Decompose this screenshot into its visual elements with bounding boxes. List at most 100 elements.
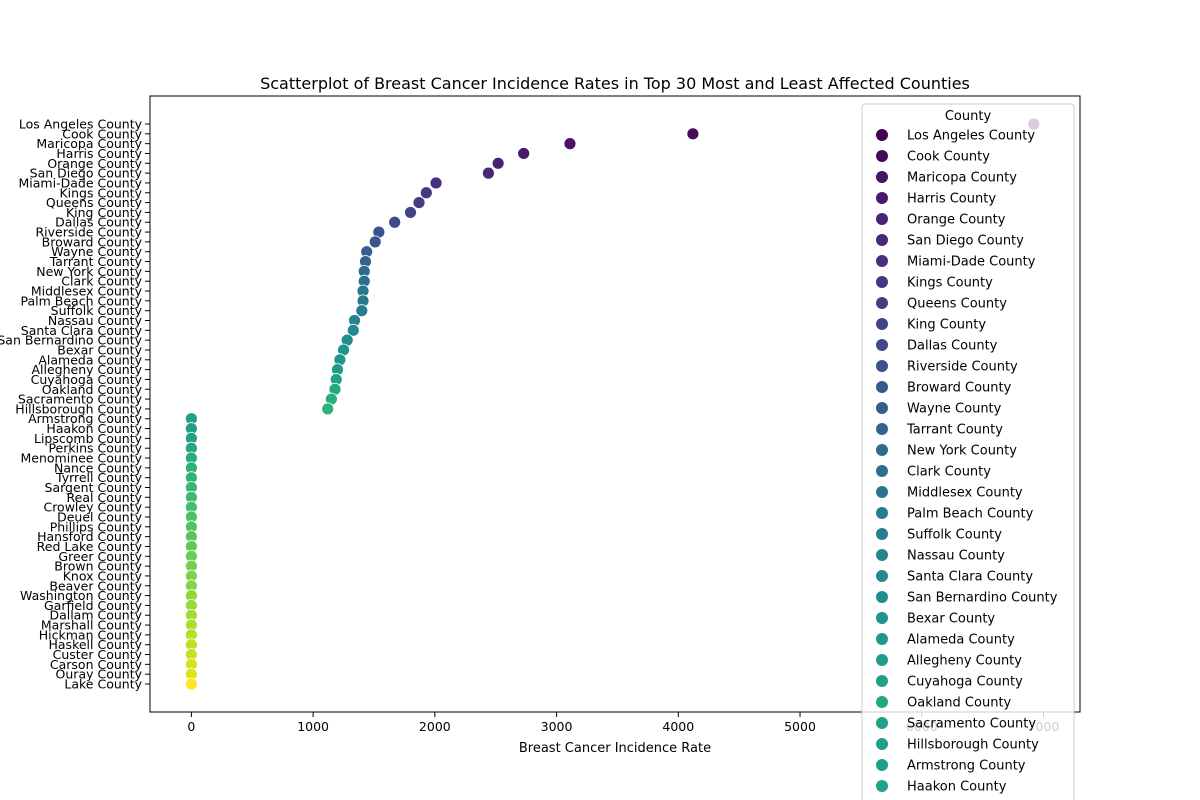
y-tick-label: Carson County	[50, 657, 143, 672]
legend-label: Harris County	[907, 192, 996, 207]
data-point	[482, 166, 495, 180]
y-tick-label: Oakland County	[42, 382, 143, 397]
legend-label: Dallas County	[907, 339, 998, 354]
y-tick-label: Dallam County	[49, 608, 142, 623]
legend-label: San Diego County	[907, 234, 1024, 249]
data-point	[404, 206, 417, 219]
data-point	[491, 156, 505, 170]
data-point	[184, 677, 198, 691]
legend-label: Sacramento County	[907, 717, 1036, 732]
y-tick-label: Tyrrell County	[55, 470, 143, 485]
legend-marker	[876, 528, 888, 540]
data-point	[563, 137, 577, 151]
y-tick-label: Suffolk County	[51, 303, 143, 318]
legend-marker	[876, 234, 888, 246]
plot-area	[149, 95, 1081, 713]
y-tick-label: New York County	[36, 264, 142, 279]
data-point	[686, 127, 700, 141]
legend-label: Santa Clara County	[907, 570, 1033, 585]
data-point	[388, 215, 402, 229]
legend-label: Nassau County	[907, 549, 1005, 564]
y-tick-label: Sacramento County	[18, 392, 143, 407]
legend-label: Tarrant County	[906, 423, 1003, 438]
legend-label: Hillsborough County	[907, 738, 1039, 753]
y-tick-label: Queens County	[46, 195, 143, 210]
y-tick-label: Menominee County	[21, 451, 143, 466]
data-point	[321, 402, 335, 416]
legend-title: County	[945, 109, 992, 124]
legend-marker	[876, 192, 888, 204]
y-tick-label: Cook County	[62, 126, 142, 141]
x-tick-label: 4000	[662, 719, 694, 734]
y-tick-label: Riverside County	[36, 225, 143, 240]
y-tick-label: Allegheny County	[31, 362, 142, 377]
legend: County Los Angeles County Cook County Maric…	[861, 103, 1075, 800]
legend-marker	[876, 339, 888, 351]
x-tick-label: 3000	[541, 719, 573, 734]
y-tick-label: Hickman County	[39, 627, 143, 642]
data-point	[355, 304, 369, 318]
y-tick-label: Crowley County	[43, 500, 142, 515]
legend-label: Los Angeles County	[907, 129, 1035, 144]
y-tick-label: Haskell County	[49, 637, 143, 652]
legend-label: Maricopa County	[907, 171, 1017, 186]
x-axis-title: Breast Cancer Incidence Rate	[519, 741, 711, 756]
y-tick-label: Alameda County	[38, 352, 142, 367]
legend-label: San Bernardino County	[907, 591, 1058, 606]
y-tick-label: Greer County	[58, 549, 142, 564]
legend-label: Haakon County	[907, 780, 1007, 795]
legend-marker	[876, 507, 888, 519]
y-tick-label: Dallas County	[55, 215, 142, 230]
legend-marker	[876, 444, 888, 456]
legend-marker	[876, 633, 888, 645]
legend-marker	[876, 171, 888, 183]
legend-label: Riverside County	[907, 360, 1018, 375]
data-point	[419, 186, 433, 200]
y-tick-label: Hillsborough County	[15, 401, 142, 416]
y-tick-label: Washington County	[20, 588, 143, 603]
y-tick-label: Santa Clara County	[21, 323, 143, 338]
legend-label: Clark County	[907, 465, 991, 480]
legend-label: Bexar County	[907, 612, 995, 627]
y-tick-label: Red Lake County	[37, 539, 143, 554]
legend-marker	[876, 675, 888, 687]
legend-marker	[876, 276, 888, 288]
y-tick-label: Real County	[67, 490, 143, 505]
legend-marker	[876, 549, 888, 561]
legend-marker	[876, 696, 888, 708]
y-tick-label: Maricopa County	[36, 136, 142, 151]
y-tick-label: Los Angeles County	[19, 117, 143, 132]
legend-box	[861, 103, 1075, 800]
y-tick-label: Harris County	[56, 146, 142, 161]
x-tick-label: 2000	[419, 719, 451, 734]
data-point	[346, 323, 360, 337]
legend-label: Palm Beach County	[907, 507, 1034, 522]
legend-label: King County	[907, 318, 986, 333]
legend-label: Broward County	[907, 381, 1012, 396]
y-tick-label: Phillips County	[50, 519, 143, 534]
legend-marker	[876, 738, 888, 750]
x-tick-label: 1000	[297, 719, 329, 734]
y-tick-label: Garfield County	[44, 598, 143, 613]
data-point	[412, 196, 426, 209]
y-tick-label: Knox County	[63, 568, 143, 583]
y-tick-label: Wayne County	[51, 244, 142, 259]
y-tick-label: San Bernardino County	[0, 333, 143, 348]
y-tick-label: Kings County	[59, 185, 142, 200]
legend-label: Armstrong County	[907, 759, 1026, 774]
legend-marker	[876, 654, 888, 666]
y-tick-label: Middlesex County	[31, 284, 143, 299]
legend-marker	[876, 780, 888, 792]
data-point	[368, 235, 382, 249]
y-tick-label: Palm Beach County	[21, 293, 143, 308]
legend-marker	[876, 612, 888, 624]
y-tick-label: Bexar County	[57, 342, 142, 357]
legend-marker	[876, 486, 888, 498]
legend-marker	[876, 759, 888, 771]
y-tick-label: Haakon County	[46, 421, 142, 436]
legend-marker	[876, 465, 888, 477]
y-tick-label: Nassau County	[48, 313, 143, 328]
chart-title: Scatterplot of Breast Cancer Incidence R…	[260, 74, 970, 93]
